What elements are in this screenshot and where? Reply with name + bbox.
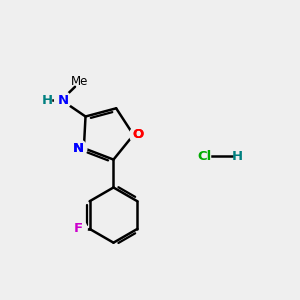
Circle shape <box>70 140 87 157</box>
Text: H: H <box>231 149 243 163</box>
Text: O: O <box>132 128 144 141</box>
Text: N: N <box>73 142 84 155</box>
Circle shape <box>55 92 71 108</box>
Text: N: N <box>73 142 84 155</box>
Circle shape <box>130 127 146 143</box>
Text: H: H <box>42 94 53 106</box>
Text: N: N <box>58 94 69 106</box>
Circle shape <box>69 220 87 238</box>
Text: Cl: Cl <box>197 149 211 163</box>
Text: Me: Me <box>71 75 88 88</box>
Text: O: O <box>132 128 144 141</box>
Text: F: F <box>74 222 83 236</box>
